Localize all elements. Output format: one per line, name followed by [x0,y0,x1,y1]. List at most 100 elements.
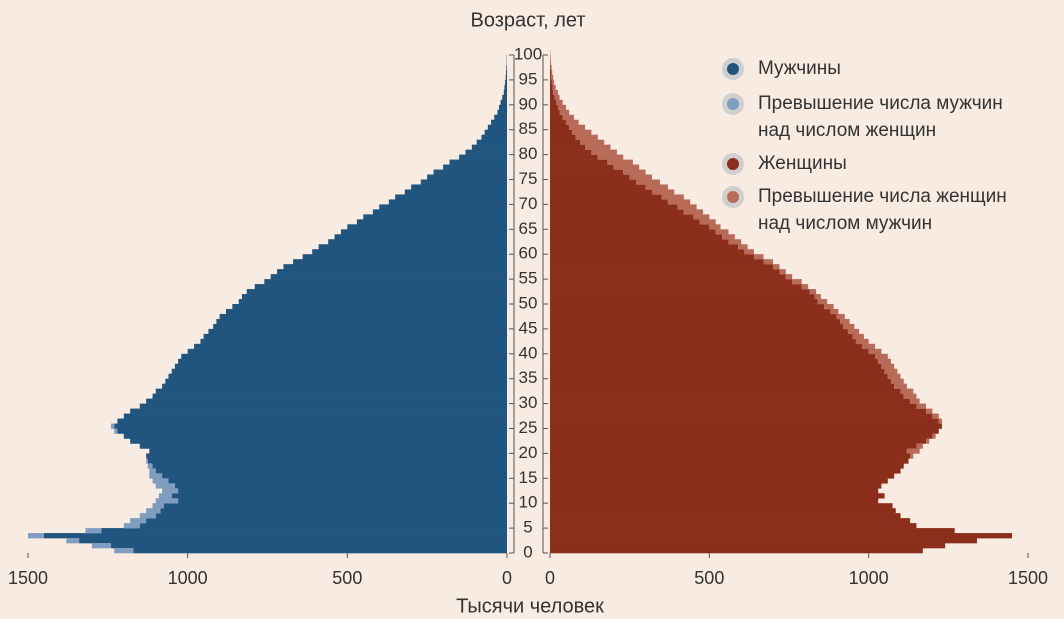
bar [550,259,764,265]
bar [225,308,507,315]
bar [613,164,640,170]
bar [550,179,637,185]
bar [916,443,923,449]
bar [312,249,507,255]
bar [709,224,721,230]
bar [471,144,507,150]
bar [890,378,904,384]
bar [683,209,703,215]
bar [824,304,834,310]
bar [171,368,507,375]
bar [550,59,551,66]
bar [213,323,508,330]
bar [938,418,942,424]
bar [550,84,553,91]
bar [550,64,552,71]
bar [181,353,507,360]
bar [862,343,876,350]
y-tick-label: 50 [519,293,538,312]
bar [623,169,646,175]
bar [894,383,907,389]
bar [550,543,946,549]
bar [693,214,710,220]
bar [139,443,507,449]
bar [836,313,845,320]
y-tick-label: 35 [519,368,538,387]
bar [550,348,869,355]
bar [847,328,860,335]
bar [550,269,780,275]
bar [814,294,821,300]
bar [906,448,920,454]
bar [552,84,556,91]
bar [900,388,914,394]
bar [645,184,668,190]
bar [785,274,793,280]
bar [550,279,793,285]
bar [677,204,697,210]
bar [123,433,508,439]
bar [550,204,678,210]
bar [569,124,586,130]
y-tick-label: 5 [523,518,532,537]
bar [932,413,939,419]
bar [254,284,507,290]
bar [550,79,552,86]
bar [160,508,508,514]
bar [506,64,507,71]
bar [499,104,507,111]
legend-swatch [722,93,744,115]
bar [216,318,507,325]
bar [792,279,802,285]
bar [550,508,896,514]
bar [753,254,764,260]
bar [283,264,507,270]
bar [200,338,507,345]
bar [550,164,614,170]
bar [465,149,507,155]
bar [152,478,169,484]
bar [550,229,716,235]
bar [162,383,507,389]
bar [158,493,172,499]
bar [550,483,882,489]
bar [550,134,576,140]
bar [550,428,939,434]
bar [550,463,904,469]
bar [155,513,507,519]
bar [111,423,115,429]
bar [550,378,891,384]
bar [817,299,828,305]
bar [550,184,646,190]
x-axis-label: Тысячи человек [456,595,604,617]
bar [881,363,895,370]
bar [550,69,551,76]
bar [728,239,742,245]
bar [550,393,904,399]
bar [699,219,716,225]
y-tick-label: 80 [519,144,538,163]
bar [932,433,936,439]
bar [550,528,955,534]
x-tick-label: 0 [502,568,512,588]
bar [411,184,507,190]
bar [878,358,891,365]
bar [550,473,895,479]
bar [559,109,570,116]
bar [550,478,888,484]
x-tick-label: 1500 [8,568,48,588]
bar [550,274,786,280]
bar [43,533,507,539]
bar [550,64,551,71]
bar [194,343,507,350]
bar [550,239,729,245]
y-tick-label: 10 [519,493,538,512]
bar [722,234,735,240]
bar [550,388,901,394]
bar [550,194,662,200]
bar [557,104,566,111]
bar [773,264,780,270]
bar [550,69,553,76]
bar [550,119,566,126]
bar [505,74,507,81]
